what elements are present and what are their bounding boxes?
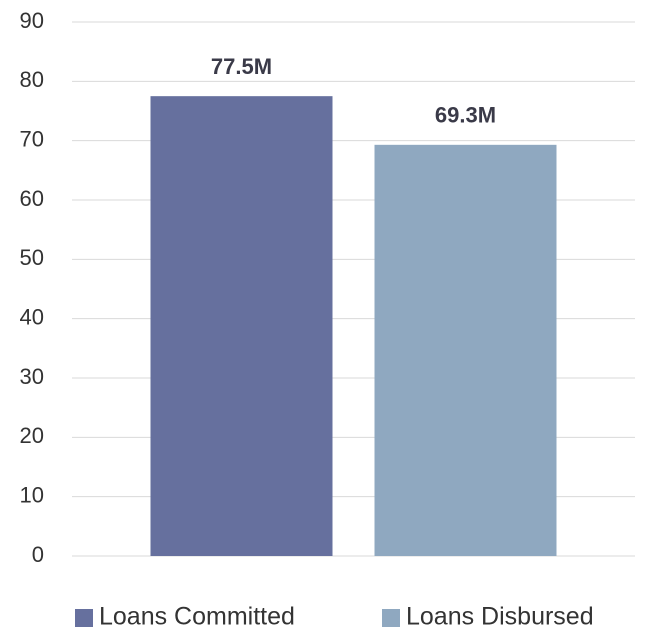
y-tick-label: 90: [20, 8, 44, 33]
data-label: 69.3M: [435, 103, 496, 128]
legend-label: Loans Committed: [99, 603, 295, 631]
data-label: 77.5M: [211, 54, 272, 79]
y-tick-label: 70: [20, 126, 44, 151]
legend-label: Loans Disbursed: [406, 603, 594, 631]
y-tick-label: 60: [20, 186, 44, 211]
bar: [374, 144, 557, 556]
y-tick-label: 40: [20, 304, 44, 329]
y-tick-label: 50: [20, 245, 44, 270]
legend-swatch: [75, 609, 93, 627]
y-tick-label: 30: [20, 364, 44, 389]
y-tick-label: 10: [20, 482, 44, 507]
bar: [150, 96, 333, 557]
y-tick-label: 20: [20, 423, 44, 448]
y-tick-label: 80: [20, 67, 44, 92]
legend-swatch: [382, 609, 400, 627]
y-tick-label: 0: [32, 542, 44, 567]
